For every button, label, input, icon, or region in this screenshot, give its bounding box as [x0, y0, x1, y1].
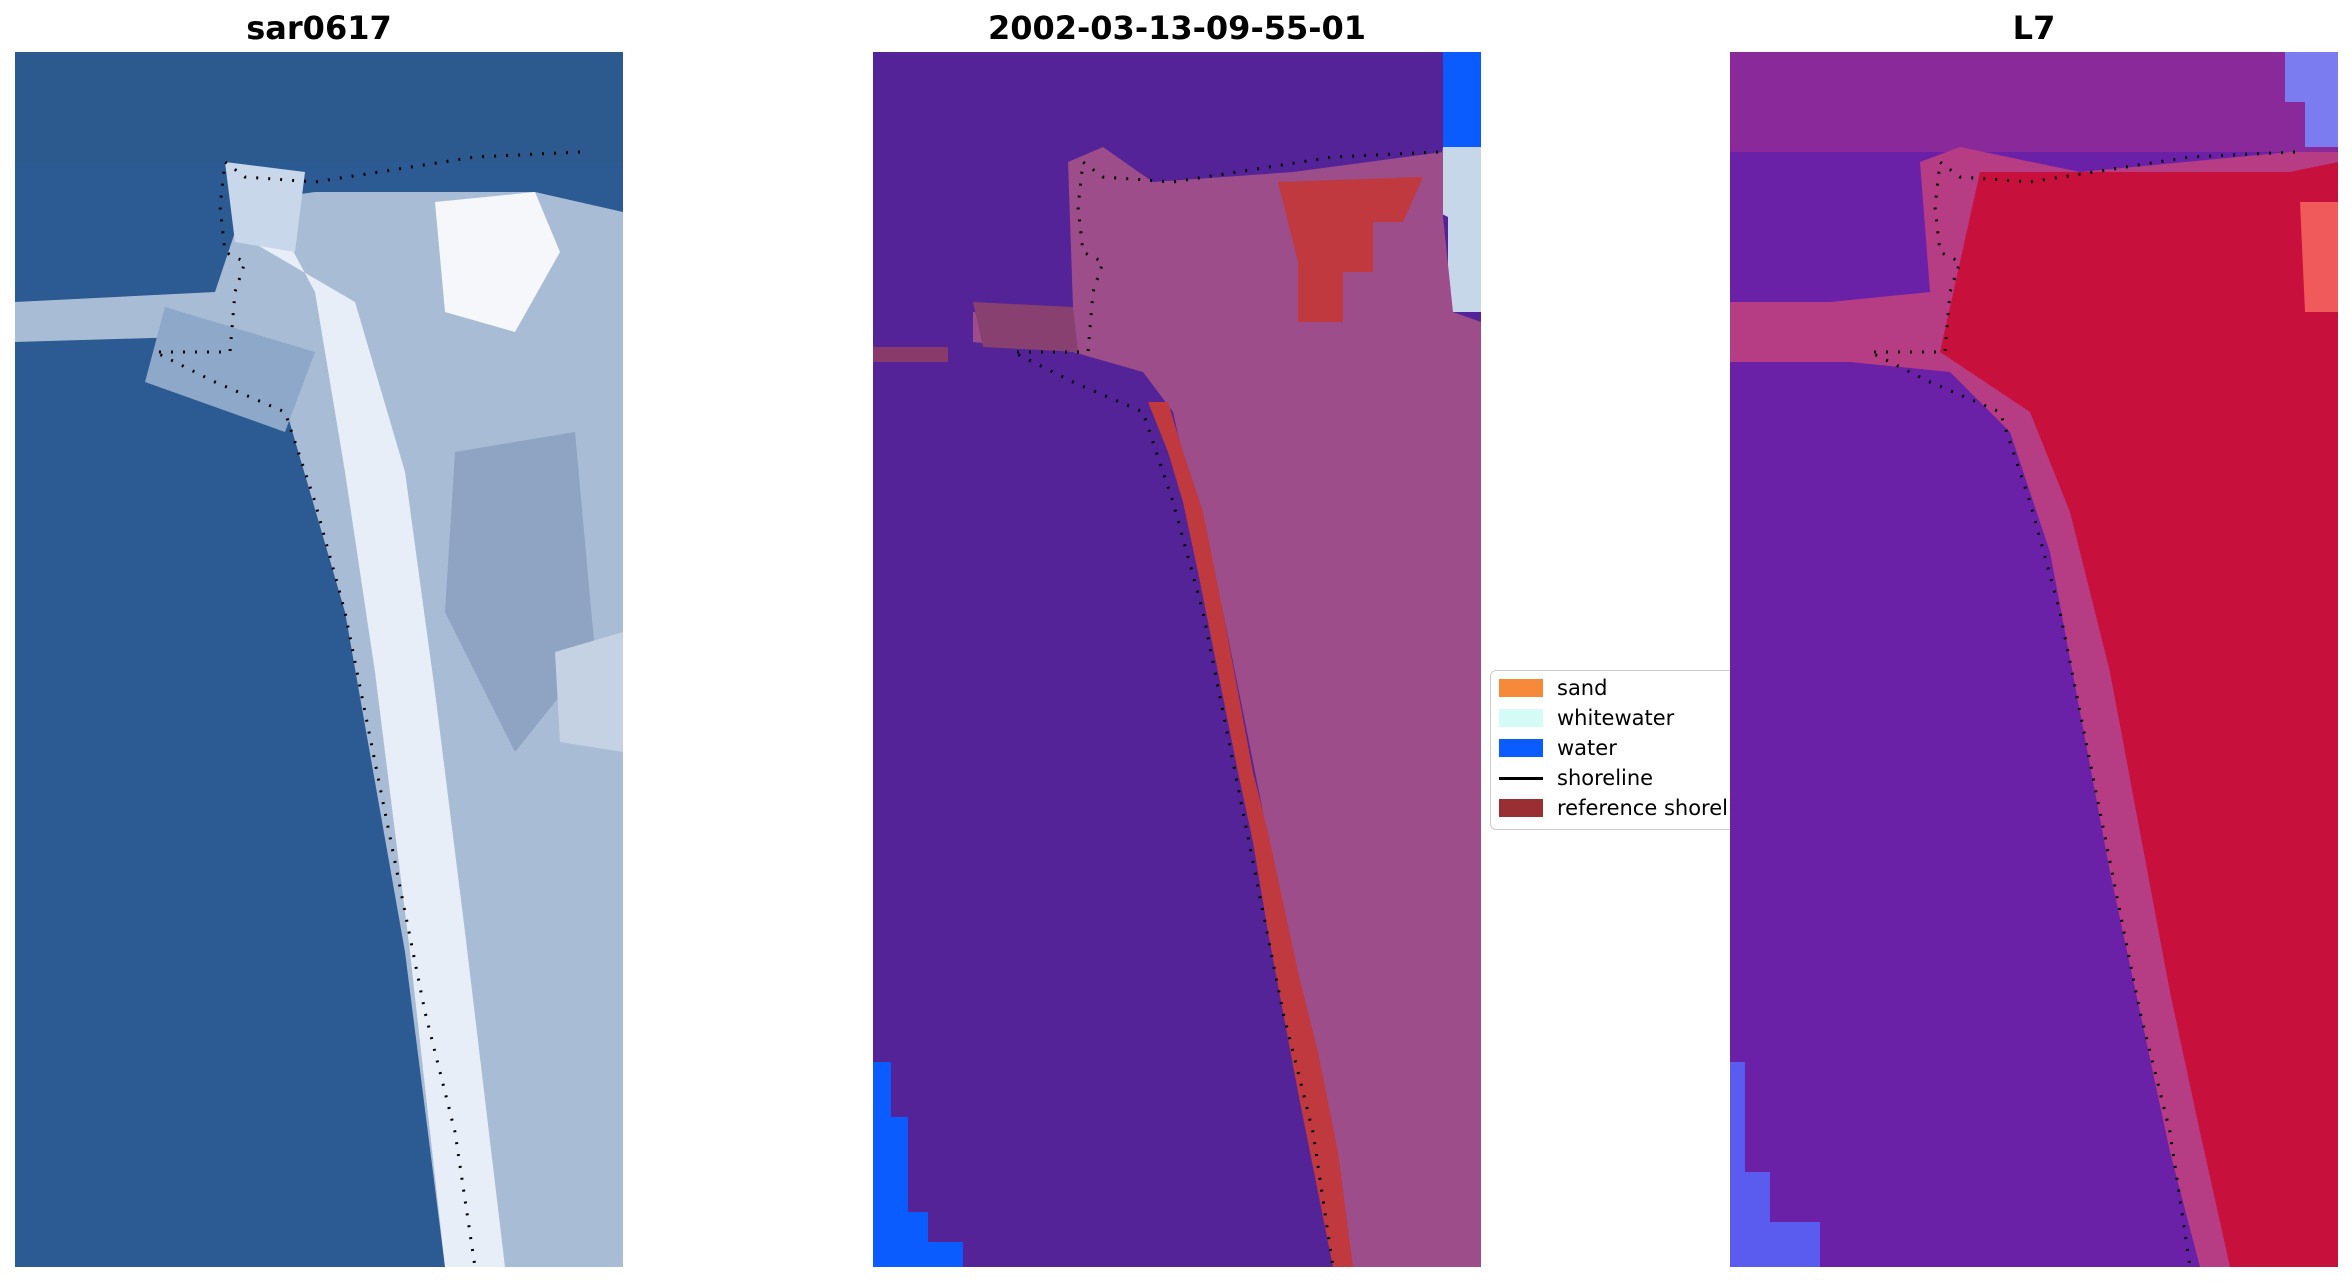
legend-item-reference-shoreline: reference shoreline	[1499, 794, 1730, 822]
panel-title-index: L7	[2012, 9, 2056, 47]
legend-item-sand: sand	[1499, 674, 1607, 702]
index-image-panel	[1730, 52, 2338, 1267]
legend-item-shoreline: shoreline	[1499, 764, 1653, 792]
legend-label: shoreline	[1557, 766, 1654, 790]
sand-swatch	[1499, 679, 1543, 697]
legend-label: whitewater	[1557, 706, 1675, 730]
classified-image	[873, 52, 1481, 1267]
whitewater-swatch	[1499, 709, 1543, 727]
legend-item-whitewater: whitewater	[1499, 704, 1674, 732]
reference-shoreline-swatch	[1499, 799, 1543, 817]
rgb-image	[15, 52, 623, 1267]
panel-title-classified: 2002-03-13-09-55-01	[987, 9, 1367, 47]
legend-label: sand	[1557, 676, 1608, 700]
rgb-image-panel	[15, 52, 623, 1267]
classified-image-panel	[873, 52, 1481, 1267]
legend: sand whitewater water shoreline referenc…	[1490, 670, 1730, 830]
shoreline-line-icon	[1499, 776, 1543, 780]
index-image	[1730, 52, 2338, 1267]
water-swatch	[1499, 739, 1543, 757]
legend-label: reference shoreline	[1557, 796, 1730, 820]
panel-title-rgb: sar0617	[246, 9, 392, 47]
legend-item-water: water	[1499, 734, 1617, 762]
legend-label: water	[1557, 736, 1617, 760]
